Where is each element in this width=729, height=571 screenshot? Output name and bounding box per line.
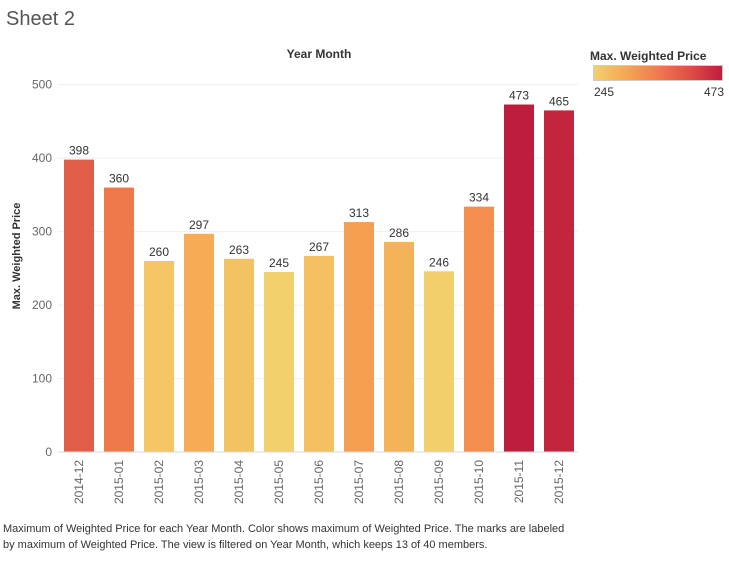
y-tick-label: 0 <box>45 445 52 459</box>
data-label: 465 <box>549 94 569 108</box>
y-tick-label: 400 <box>32 151 52 165</box>
y-tick-label: 500 <box>32 78 52 92</box>
chart-title: Year Month <box>287 47 352 61</box>
data-label: 245 <box>269 256 289 270</box>
data-label: 263 <box>229 243 249 257</box>
x-tick-label: 2015-08 <box>392 460 406 504</box>
bar[interactable] <box>184 233 214 452</box>
legend-title: Max. Weighted Price <box>590 49 707 63</box>
bar-chart: Year Month Max. Weighted Price 0 100 200 30… <box>11 47 578 504</box>
y-tick-label: 100 <box>32 372 52 386</box>
bar[interactable] <box>464 206 494 452</box>
x-axis-ticks: 2014-12 2015-01 2015-02 2015-03 2015-04 2015-… <box>72 460 566 504</box>
bar[interactable] <box>384 241 414 452</box>
x-tick-label: 2015-06 <box>312 460 326 504</box>
data-label: 267 <box>309 240 329 254</box>
bar[interactable] <box>64 159 94 452</box>
x-tick-label: 2015-07 <box>352 460 366 504</box>
x-tick-label: 2015-11 <box>512 460 526 503</box>
x-tick-label: 2015-04 <box>232 460 246 504</box>
x-tick-label: 2015-10 <box>472 460 486 504</box>
bar[interactable] <box>344 222 374 452</box>
x-tick-label: 2015-05 <box>272 460 286 504</box>
data-label: 473 <box>509 89 529 103</box>
data-label: 360 <box>109 172 129 186</box>
data-label: 334 <box>469 191 489 205</box>
data-label: 260 <box>149 245 169 259</box>
y-tick-label: 200 <box>32 298 52 312</box>
legend-max-label: 473 <box>703 85 724 99</box>
bar[interactable] <box>144 261 174 452</box>
color-legend-gradient <box>593 65 723 81</box>
x-tick-label: 2015-03 <box>192 460 206 504</box>
bar[interactable] <box>104 187 134 453</box>
bar[interactable] <box>224 258 254 452</box>
x-tick-label: 2015-12 <box>552 460 566 504</box>
y-tick-label: 300 <box>32 225 52 239</box>
caption: Maximum of Weighted Price for each Year … <box>3 523 565 551</box>
bar[interactable] <box>424 271 454 452</box>
x-tick-label: 2015-02 <box>152 460 166 504</box>
data-label: 313 <box>349 206 369 220</box>
bar[interactable] <box>264 272 294 452</box>
data-label: 246 <box>429 255 449 269</box>
x-tick-label: 2015-01 <box>112 460 126 504</box>
legend-min-label: 245 <box>594 85 615 99</box>
bar[interactable] <box>304 255 334 452</box>
data-label: 297 <box>189 218 209 232</box>
data-label: 398 <box>69 144 89 158</box>
bars <box>64 104 574 453</box>
y-axis-ticks: 0 100 200 300 400 500 <box>32 78 52 459</box>
x-tick-label: 2014-12 <box>72 460 86 504</box>
bar[interactable] <box>544 110 574 453</box>
x-tick-label: 2015-09 <box>432 460 446 504</box>
sheet-title: Sheet 2 <box>6 8 75 30</box>
y-axis-label: Max. Weighted Price <box>11 203 23 310</box>
data-label: 286 <box>389 226 409 240</box>
data-labels: 398 360 260 297 263 245 267 313 286 246 334 473 465 <box>69 89 569 270</box>
bar[interactable] <box>504 104 534 453</box>
